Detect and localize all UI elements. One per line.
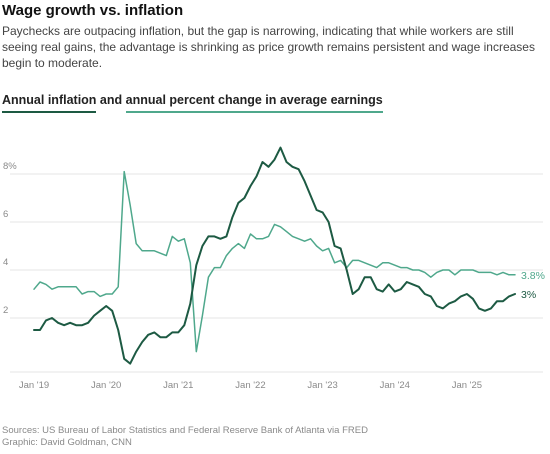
chart-subtitle: Paychecks are outpacing inflation, but t…: [2, 24, 535, 70]
y-tick-label: 4: [3, 257, 8, 268]
line-chart: 2 4 6 8% Jan '19 Jan '20 Jan '21 Jan '22 Jan '23…: [3, 146, 545, 391]
series-line-inflation: [33, 146, 516, 365]
x-tick-label: Jan '20: [91, 380, 121, 391]
credit-note: Graphic: David Goldman, CNN: [2, 437, 132, 448]
labels-layer: 2 4 6 8% Jan '19 Jan '20 Jan '21 Jan '22 Jan '23…: [3, 161, 545, 391]
source-note: Sources: US Bureau of Labor Statistics a…: [2, 425, 368, 436]
y-tick-label: 2: [3, 305, 8, 316]
y-tick-label: 8%: [3, 161, 17, 172]
legend-inflation: Annual inflation: [2, 93, 97, 113]
chart-footer: Sources: US Bureau of Labor Statistics a…: [2, 425, 368, 449]
legend-connector: and: [99, 93, 123, 107]
x-tick-label: Jan '21: [163, 380, 193, 391]
x-tick-label: Jan '19: [19, 380, 49, 391]
x-tick-label: Jan '23: [307, 380, 337, 391]
chart-legend: Annual inflation and annual percent chan…: [2, 93, 383, 113]
legend-earnings: annual percent change in average earning…: [125, 93, 383, 113]
series-layer: [33, 146, 516, 365]
end-label-inflation: 3%: [521, 289, 536, 301]
x-tick-label: Jan '24: [380, 380, 410, 391]
series-line-earnings: [33, 170, 516, 353]
chart-title: Wage growth vs. inflation: [2, 2, 184, 19]
grid-layer: [10, 173, 543, 373]
x-tick-label: Jan '22: [235, 380, 265, 391]
y-tick-label: 6: [3, 209, 8, 220]
end-label-earnings: 3.8%: [521, 270, 545, 282]
x-tick-label: Jan '25: [452, 380, 482, 391]
